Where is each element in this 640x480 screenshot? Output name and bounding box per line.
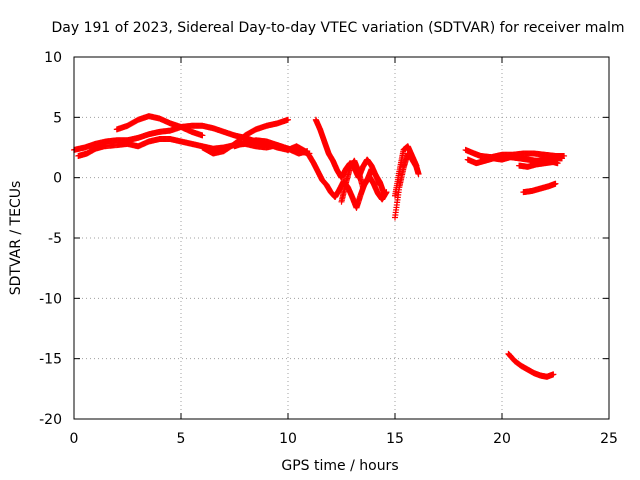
series-track-8 bbox=[338, 157, 384, 205]
data-point bbox=[381, 191, 388, 198]
data-point bbox=[415, 171, 422, 178]
data-points bbox=[71, 113, 568, 380]
x-tick-label: 15 bbox=[386, 431, 404, 447]
x-tick-label: 0 bbox=[70, 431, 79, 447]
series-track-3 bbox=[113, 113, 206, 139]
data-point bbox=[413, 162, 420, 169]
y-axis-label: SDTVAR / TECUs bbox=[8, 181, 24, 296]
data-point bbox=[285, 116, 291, 123]
y-tick-label: -5 bbox=[48, 231, 62, 247]
chart-title: Day 191 of 2023, Sidereal Day-to-day VTE… bbox=[52, 20, 625, 36]
y-tick-label: 0 bbox=[53, 171, 62, 187]
y-tick-label: -10 bbox=[39, 291, 62, 307]
y-tick-label: -20 bbox=[39, 412, 62, 428]
data-point bbox=[552, 180, 559, 187]
grid bbox=[74, 57, 609, 419]
y-tick-label: 5 bbox=[53, 110, 62, 126]
axis-ticks: 0 5 10 15 20 25 10 5 0 -5 -10 -15 -20 bbox=[39, 50, 618, 447]
x-axis-label: GPS time / hours bbox=[281, 458, 398, 474]
data-point bbox=[550, 371, 557, 378]
data-point bbox=[377, 181, 384, 188]
data-point bbox=[199, 132, 206, 139]
y-tick-label: 10 bbox=[44, 50, 62, 66]
series-track-15 bbox=[505, 350, 557, 380]
series-track-14 bbox=[520, 180, 559, 196]
x-tick-label: 10 bbox=[279, 431, 297, 447]
series-track-13 bbox=[516, 158, 561, 170]
y-tick-label: -15 bbox=[39, 352, 62, 368]
data-point bbox=[554, 160, 561, 167]
series-track-10 bbox=[392, 143, 420, 199]
x-tick-label: 25 bbox=[600, 431, 618, 447]
data-point bbox=[558, 155, 565, 162]
x-tick-label: 20 bbox=[493, 431, 511, 447]
x-tick-label: 5 bbox=[177, 431, 186, 447]
series-track-4 bbox=[199, 116, 291, 157]
